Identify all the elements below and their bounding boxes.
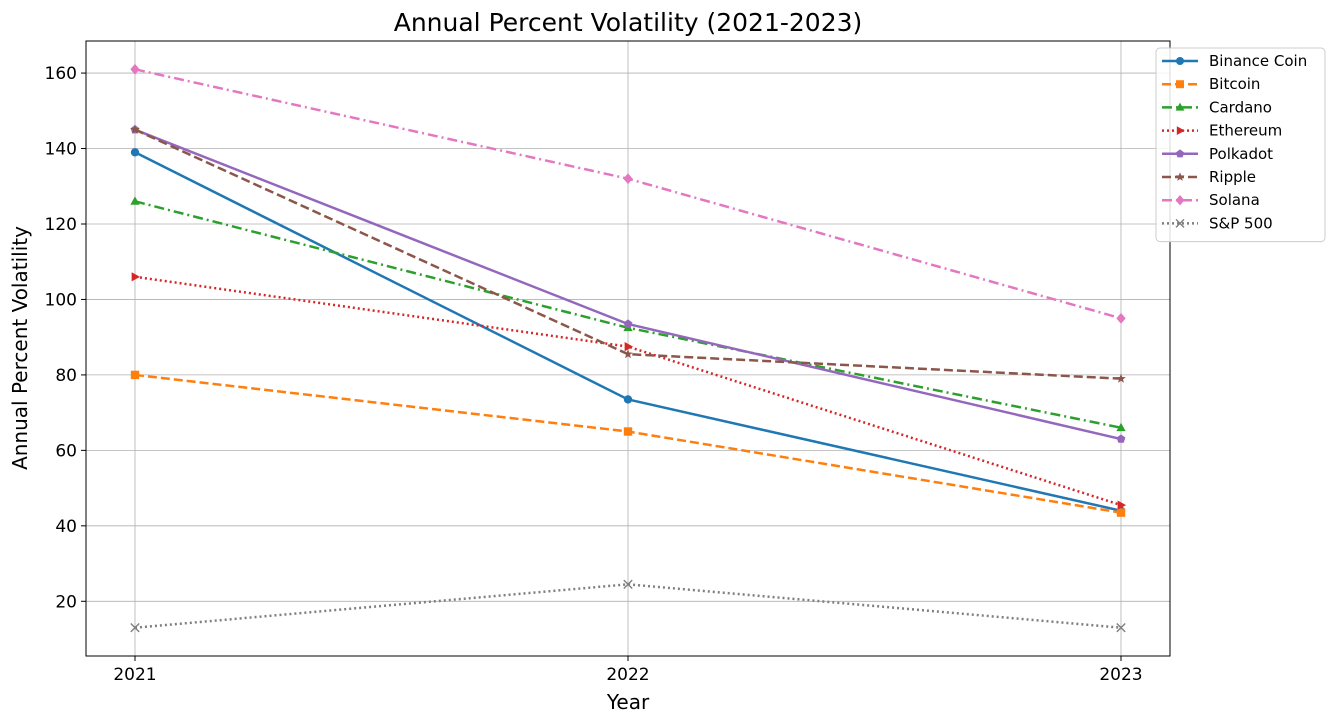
legend-label: S&P 500 — [1209, 214, 1273, 232]
legend-box — [1155, 47, 1326, 243]
series-ripple — [130, 124, 1126, 383]
legend-label: Solana — [1209, 191, 1260, 209]
legend-item: Bitcoin — [1162, 75, 1260, 93]
axis-ticks: 2021 2022 2023 20 40 60 80 100 120 140 160 — [45, 64, 1143, 685]
legend-label: Cardano — [1209, 98, 1272, 116]
legend-item: Solana — [1162, 191, 1260, 209]
data-point — [130, 124, 140, 134]
y-tick-label: 140 — [45, 140, 77, 160]
data-point — [1116, 623, 1126, 633]
data-point — [1175, 195, 1185, 206]
y-axis-title: Annual Percent Volatility — [8, 226, 32, 470]
data-point — [130, 623, 140, 633]
legend-label: Ripple — [1209, 168, 1256, 186]
series-line — [134, 275, 1122, 507]
data-point — [1116, 434, 1126, 443]
series-bitcoin — [130, 370, 1126, 517]
legend-item: Ripple — [1162, 168, 1256, 186]
data-point — [1175, 102, 1185, 111]
data-point — [623, 349, 633, 359]
y-tick-label: 100 — [45, 290, 77, 310]
data-point — [130, 196, 140, 205]
data-point — [1116, 508, 1126, 517]
legend-item: Ethereum — [1162, 122, 1282, 140]
chart-title: Annual Percent Volatility (2021-2023) — [394, 8, 863, 37]
data-point — [1175, 172, 1185, 181]
data-point — [623, 395, 633, 404]
grid — [86, 41, 1170, 656]
y-tick-label: 160 — [45, 64, 77, 84]
legend-item: Binance Coin — [1162, 52, 1307, 70]
y-tick-label: 80 — [55, 366, 77, 386]
series-ethereum — [131, 272, 1127, 510]
data-point — [623, 427, 633, 436]
data-point — [131, 272, 141, 282]
x-tick-label: 2023 — [1099, 665, 1142, 685]
data-point — [1175, 149, 1185, 158]
x-axis-title: Year — [606, 690, 650, 714]
data-point — [624, 341, 634, 352]
data-point — [1116, 312, 1126, 324]
legend: Binance Coin Bitcoin Cardano Ethereum Polkad… — [1155, 47, 1326, 243]
series-s-p-500 — [130, 579, 1126, 633]
legend-label: Binance Coin — [1209, 52, 1307, 70]
data-point — [1175, 218, 1185, 228]
data-point — [1176, 126, 1185, 135]
x-tick-label: 2021 — [113, 665, 156, 685]
data-point — [130, 63, 140, 75]
y-tick-label: 120 — [45, 215, 77, 235]
data-point — [1116, 373, 1126, 383]
y-tick-label: 60 — [55, 441, 77, 461]
data-point — [1176, 80, 1184, 89]
legend-item: Cardano — [1162, 98, 1272, 116]
series-layer — [130, 63, 1127, 633]
legend-label: Bitcoin — [1209, 75, 1260, 93]
data-point — [130, 370, 140, 380]
data-point — [130, 148, 140, 157]
data-point — [623, 579, 633, 590]
data-point — [623, 319, 633, 328]
y-tick-label: 40 — [55, 517, 77, 537]
legend-item: Polkadot — [1162, 145, 1273, 163]
legend-label: Polkadot — [1209, 145, 1273, 163]
series-solana — [130, 63, 1126, 324]
legend-label: Ethereum — [1209, 122, 1282, 140]
data-point — [623, 173, 633, 185]
data-point — [1176, 57, 1184, 65]
data-point — [1116, 422, 1126, 432]
data-point — [1117, 500, 1127, 510]
y-tick-label: 20 — [55, 592, 77, 612]
x-tick-label: 2022 — [606, 665, 649, 685]
legend-item: S&P 500 — [1162, 214, 1273, 232]
